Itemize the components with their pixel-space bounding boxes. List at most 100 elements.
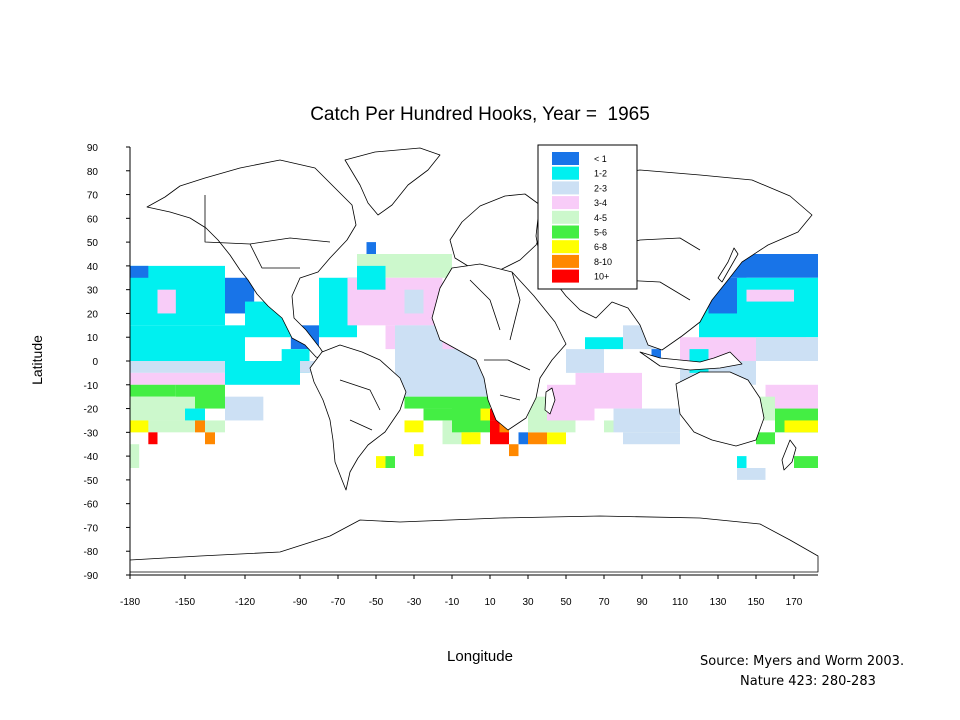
source-citation: Source: Myers and Worm 2003. Nature 423:… [700, 652, 960, 692]
continent-australia [675, 371, 765, 447]
heatmap-cell-15 [185, 408, 205, 421]
continent-south-america [309, 344, 407, 491]
heatmap-cell-65 [737, 277, 818, 338]
x-tick-label: -120 [235, 597, 255, 608]
heatmap-cell-50 [575, 372, 642, 409]
heatmap-cell-67 [746, 289, 794, 302]
heatmap-cell-10 [225, 361, 300, 385]
legend-swatch [552, 254, 579, 268]
y-tick-label: -70 [84, 523, 99, 534]
x-tick-label: 170 [786, 597, 803, 608]
legend-swatch [552, 181, 579, 195]
heatmap-cell-18 [148, 432, 158, 445]
continent-greenland [344, 147, 441, 216]
legend-label: 3-4 [594, 198, 607, 208]
heatmap-cell-20 [205, 432, 215, 445]
heatmap-cell-51 [566, 349, 604, 373]
heatmap-cell-35 [404, 420, 424, 433]
heatmap-cell-71 [784, 420, 818, 433]
continent-north-america [146, 159, 357, 361]
y-tick-label: -20 [84, 405, 99, 416]
y-tick-label: -90 [84, 571, 99, 582]
borders-south-america [339, 379, 381, 431]
island-madagascar [544, 387, 556, 415]
source-line-1: Source: Myers and Worm 2003. [700, 654, 905, 669]
heatmap-cell-40 [480, 408, 490, 421]
x-axis-label: Longitude [447, 648, 513, 665]
continent-africa [431, 263, 567, 431]
x-tick-label: 70 [598, 597, 610, 608]
heatmap-cells [130, 242, 818, 480]
source-line-2: Nature 423: 280-283 [740, 674, 876, 689]
y-tick-label: -40 [84, 452, 99, 463]
heatmap-cell-52 [585, 337, 623, 350]
heatmap-cell-33 [404, 396, 490, 409]
x-tick-label: 30 [522, 597, 534, 608]
heatmap-cell-27 [404, 289, 424, 314]
y-tick-label: 10 [87, 333, 99, 344]
heatmap-cell-44 [509, 444, 519, 457]
x-tick-label: 50 [560, 597, 572, 608]
heatmap-cell-19 [195, 420, 205, 433]
y-tick-label: 40 [87, 262, 99, 273]
heatmap-cell-16 [130, 420, 225, 433]
y-tick-label: -10 [84, 381, 99, 392]
legend-label: < 1 [594, 154, 607, 164]
x-tick-label: 150 [748, 597, 765, 608]
legend-swatch [552, 166, 579, 180]
heatmap-cell-68 [765, 384, 818, 409]
y-tick-label: 60 [87, 214, 99, 225]
y-tick-label: -80 [84, 547, 99, 558]
heatmap-cell-2 [130, 265, 149, 278]
y-tick-label: 70 [87, 191, 99, 202]
y-tick-label: -30 [84, 428, 99, 439]
legend-swatch [552, 269, 579, 283]
legend-label: 10+ [594, 272, 609, 282]
x-tick-label: -30 [407, 597, 422, 608]
y-tick-label: 90 [87, 143, 99, 154]
heatmap-cell-57 [651, 349, 661, 361]
heatmap-cell-14 [130, 396, 195, 421]
y-tick-label: 50 [87, 238, 99, 249]
legend-swatch [552, 240, 579, 254]
heatmap-cell-32 [395, 361, 490, 397]
continent-outlines [129, 147, 819, 573]
heatmap-cell-72 [756, 432, 775, 445]
chart-title: Catch Per Hundred Hooks, Year = 1965 [180, 104, 780, 126]
x-tick-label: -10 [445, 597, 460, 608]
title-prefix: Catch Per Hundred Hooks, Year = [310, 104, 597, 125]
continent-europe [449, 193, 545, 273]
legend-swatch [552, 210, 579, 224]
legend-label: 2-3 [594, 183, 607, 193]
heatmap-cell-1 [130, 325, 245, 361]
legend-swatch [552, 196, 579, 210]
heatmap-cell-8 [130, 361, 319, 373]
x-tick-label: 130 [710, 597, 727, 608]
heatmap-cell-77 [385, 456, 395, 468]
y-tick-label: -50 [84, 476, 99, 487]
heatmap-cell-45 [518, 432, 528, 445]
borders-africa [469, 271, 531, 401]
heatmap-cell-21 [130, 444, 140, 468]
legend-label: 8-10 [594, 257, 612, 267]
heatmap-cell-47 [547, 432, 566, 445]
island-new-zealand [781, 439, 797, 471]
heatmap-cell-11 [130, 384, 176, 397]
heatmap-cell-73 [737, 456, 747, 468]
heatmap-cell-3 [157, 289, 176, 314]
heatmap-cell-46 [528, 432, 547, 445]
legend: < 1 1-2 2-3 3-4 4-5 5-6 6-8 8-10 10+ [537, 144, 638, 290]
heatmap-cell-26 [357, 265, 386, 290]
islands-indonesia [639, 351, 743, 371]
heatmap-cell-23 [366, 242, 376, 254]
legend-swatch [552, 225, 579, 239]
y-tick-label: -60 [84, 500, 99, 511]
island-japan [717, 247, 739, 283]
x-tick-label: -70 [331, 597, 346, 608]
x-tick-label: -150 [175, 597, 195, 608]
x-tick-label: 10 [484, 597, 496, 608]
heatmap-cell-17 [130, 420, 149, 433]
x-tick-label: -50 [369, 597, 384, 608]
